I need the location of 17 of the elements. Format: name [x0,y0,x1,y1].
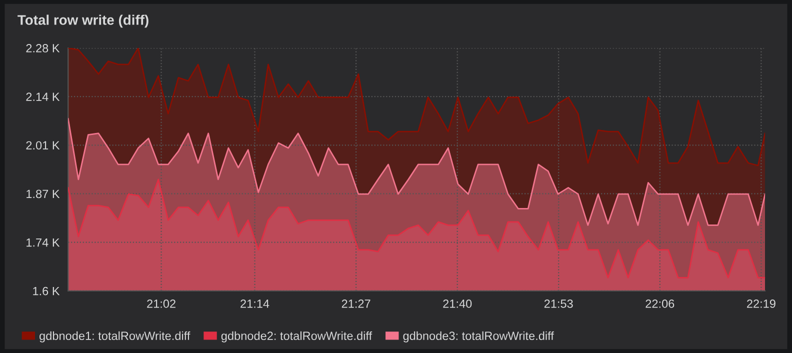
x-tick-label: 21:02 [147,300,176,308]
y-tick-label: 1.74 K [26,238,60,247]
x-tick-label: 22:06 [646,300,674,308]
y-tick-label: 2.28 K [26,44,60,52]
y-tick-label: 1.6 K [33,286,60,296]
x-tick-label: 21:14 [240,300,270,308]
legend-label: gdbnode3: totalRowWrite.diff [403,331,554,342]
y-tick-label: 2.01 K [26,141,60,150]
x-tick-label: 21:27 [342,300,370,308]
legend-label: gdbnode2: totalRowWrite.diff [221,331,372,342]
x-tick-label: 21:40 [443,300,472,308]
chart-title: Total row write (diff) [18,14,148,28]
x-tick-label: 21:53 [544,300,573,308]
x-tick-label: 22:19 [747,300,776,308]
legend-label: gdbnode1: totalRowWrite.diff [40,331,190,342]
y-tick-label: 2.14 K [26,92,60,101]
y-tick-label: 1.87 K [26,190,60,198]
